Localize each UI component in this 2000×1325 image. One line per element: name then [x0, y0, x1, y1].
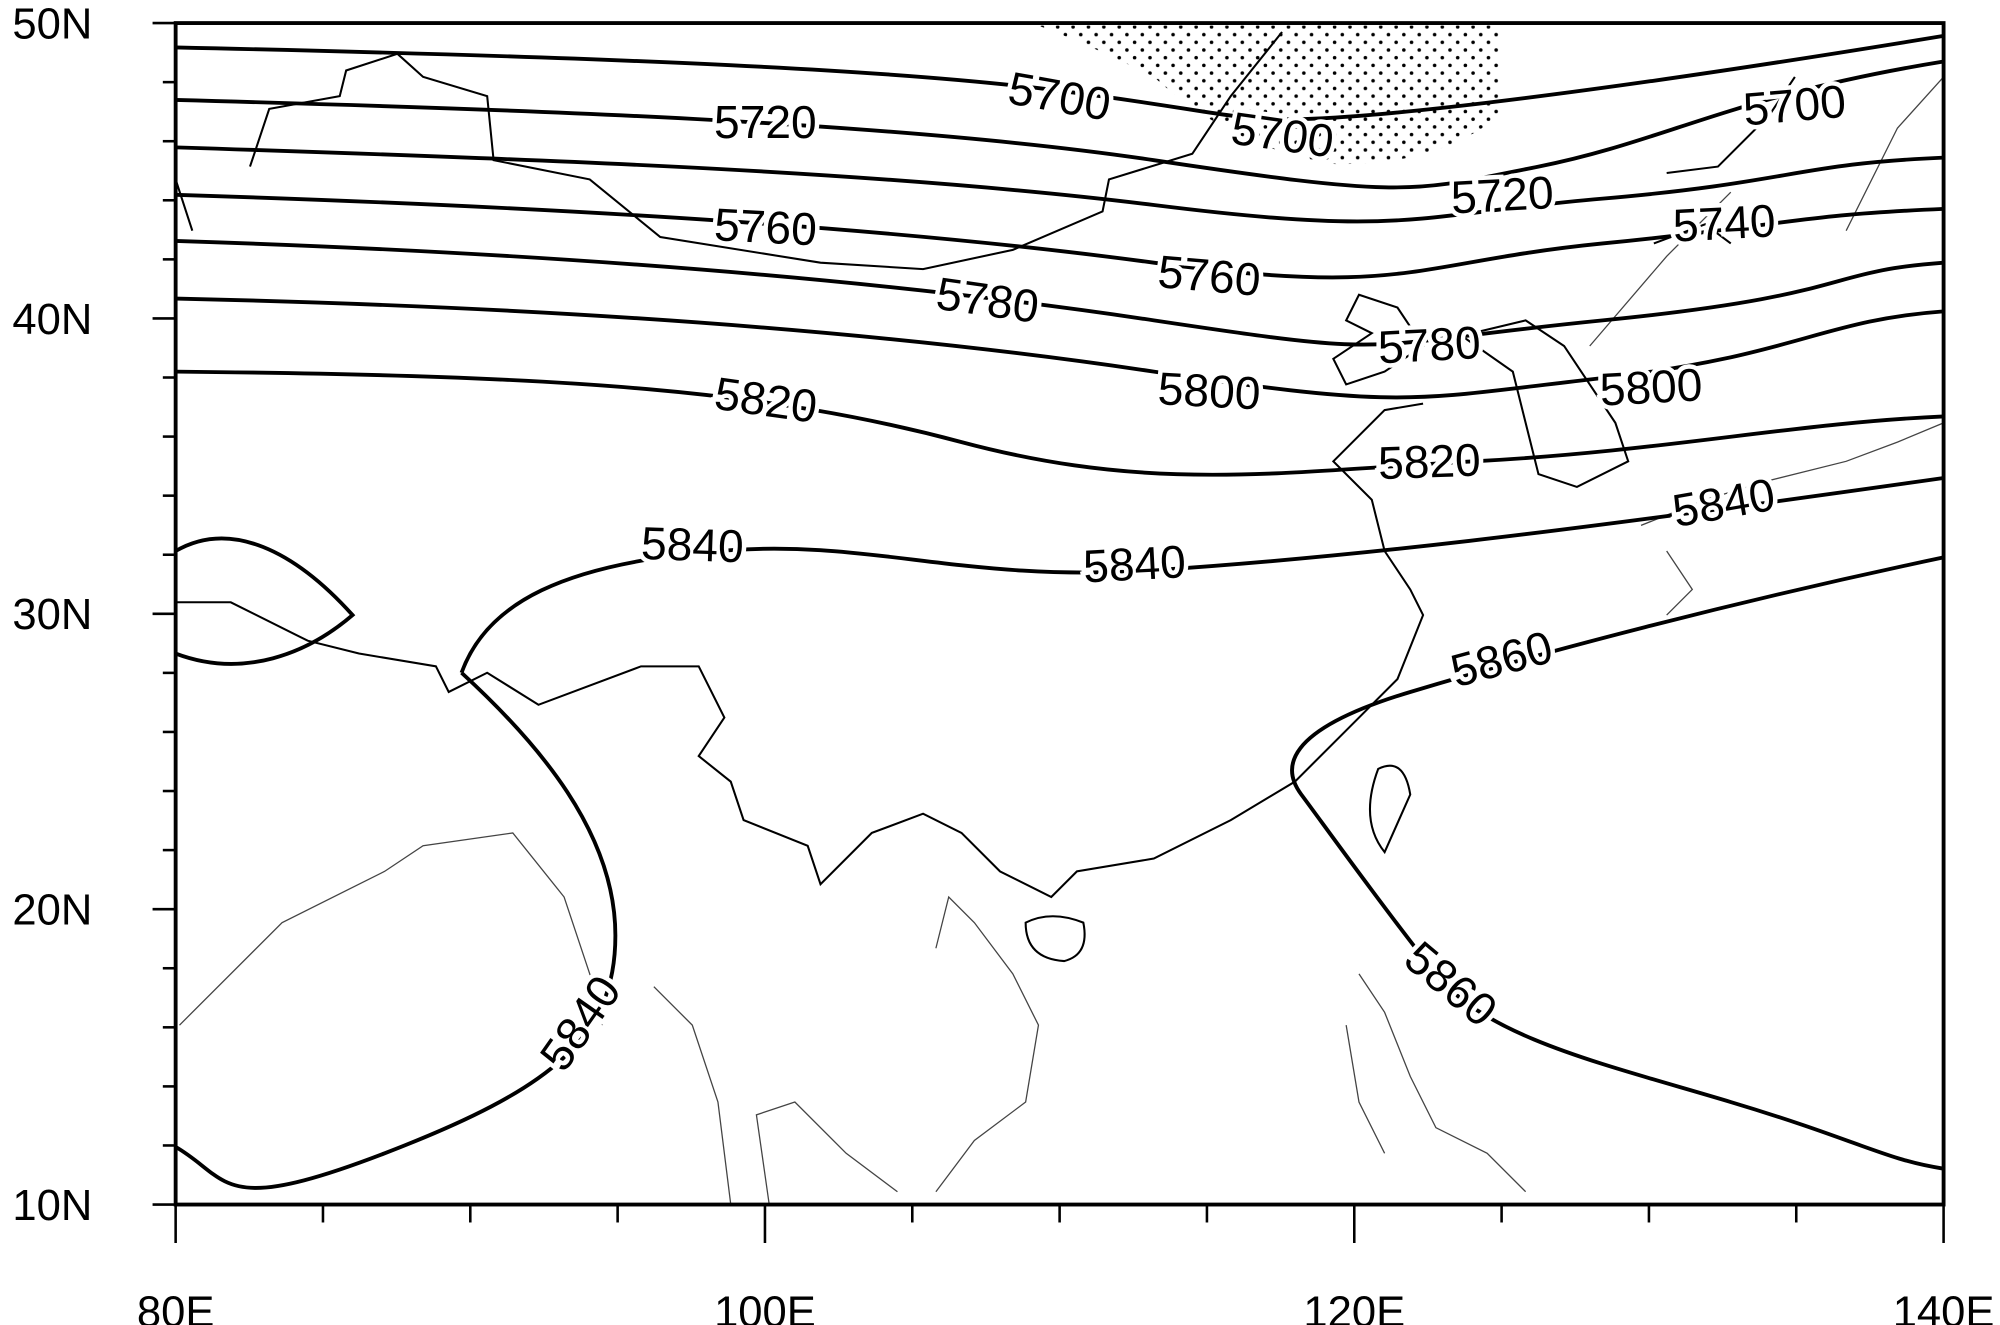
x-axis-label: 120E	[1303, 1288, 1405, 1325]
contour-label: 5800	[1598, 358, 1703, 415]
stipple-region	[1038, 25, 1500, 165]
y-axis-label: 20N	[12, 887, 92, 935]
contour-label: 5860	[1395, 931, 1507, 1037]
contour-label: 5760	[1156, 245, 1263, 306]
contour-label: 5780	[933, 267, 1042, 333]
y-axis-label: 50N	[12, 0, 92, 48]
contour-label: 5840	[640, 517, 744, 573]
contour-label: 5840	[1669, 468, 1779, 537]
contour-label: 5860	[1445, 620, 1558, 697]
contour-label: 5700	[1005, 62, 1115, 131]
contour-label: 5840	[529, 966, 630, 1080]
y-axis-label: 30N	[12, 591, 92, 639]
x-axis-label: 100E	[714, 1288, 816, 1325]
y-axis-label: 10N	[12, 1182, 92, 1230]
contour-label: 5720	[1450, 166, 1555, 223]
contour-lines	[174, 33, 1944, 1190]
y-axis-label: 40N	[12, 296, 92, 344]
coastlines	[174, 31, 1945, 1205]
contour-label: 5760	[713, 198, 818, 255]
x-axis-label: 80E	[137, 1288, 215, 1325]
contour-label: 5800	[1157, 362, 1262, 419]
contour-label: 5820	[1377, 434, 1481, 490]
axes: 50N 40N 30N 20N 10N 80E 100E 120E 140E	[12, 0, 1994, 1325]
contour-label: 5720	[714, 96, 817, 148]
contour-label: 5840	[1082, 535, 1187, 592]
x-axis-label: 140E	[1893, 1288, 1995, 1325]
contour-label: 5740	[1672, 194, 1777, 251]
contour-label: 5820	[711, 367, 820, 433]
contour-label: 5780	[1377, 316, 1482, 373]
contour-label: 5700	[1741, 75, 1848, 136]
